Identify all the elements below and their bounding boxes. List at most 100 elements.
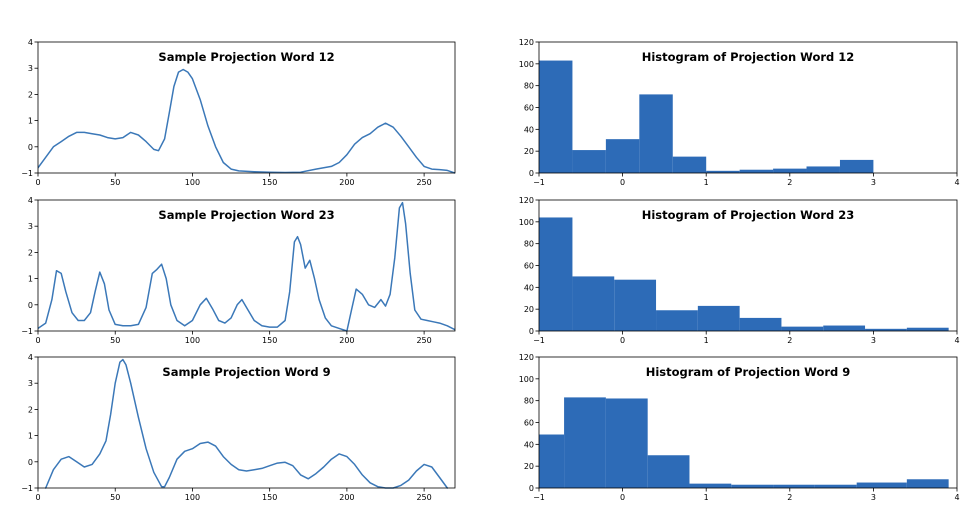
bars [539, 217, 949, 331]
y-tick-label: 40 [524, 125, 534, 134]
histogram-bar [605, 398, 648, 488]
y-tick-label: −1 [21, 484, 33, 493]
x-tick-label: 0 [620, 493, 625, 502]
y-tick-label: 1 [28, 117, 33, 126]
y-tick-label: 0 [28, 143, 33, 152]
x-tick-label: 2 [787, 178, 792, 187]
bars [539, 397, 949, 488]
y-tick-label: 60 [524, 104, 534, 113]
y-tick-label: 20 [524, 305, 534, 314]
x-tick-label: 150 [262, 336, 277, 345]
y-tick-label: 3 [28, 64, 33, 73]
histogram-bar [906, 327, 949, 331]
histogram-bar [739, 169, 774, 173]
histogram-bar [614, 279, 657, 331]
y-tick-label: 120 [519, 196, 534, 205]
y-tick-label: 80 [524, 240, 534, 249]
y-tick-label: 2 [28, 405, 33, 414]
histogram-bar [647, 455, 690, 488]
x-tick-label: 3 [871, 493, 876, 502]
histogram-bar [781, 326, 824, 331]
y-tick-label: 0 [529, 327, 534, 336]
chart-title: Histogram of Projection Word 23 [642, 208, 855, 222]
histogram-bar [839, 159, 874, 173]
y-tick-label: 100 [519, 218, 534, 227]
histogram-bar [564, 397, 606, 488]
series-line [44, 358, 449, 489]
x-tick-label: 0 [35, 178, 40, 187]
histogram-bar [731, 484, 774, 488]
x-tick-label: 200 [339, 178, 354, 187]
x-tick-label: 4 [954, 336, 959, 345]
x-tick-label: 1 [704, 336, 709, 345]
bars [539, 60, 874, 173]
x-tick-label: 200 [339, 336, 354, 345]
x-tick-label: 150 [262, 493, 277, 502]
y-tick-label: 60 [524, 419, 534, 428]
y-tick-label: 4 [28, 353, 33, 362]
chart-title: Sample Projection Word 9 [162, 365, 330, 379]
histogram-bar [823, 325, 866, 331]
histogram-bar [697, 305, 740, 331]
x-tick-label: −1 [533, 178, 545, 187]
histogram-bar [572, 276, 615, 331]
y-tick-label: 120 [519, 38, 534, 47]
histogram-bar [639, 94, 673, 173]
histogram-bar [689, 483, 732, 488]
x-tick-label: 1 [704, 493, 709, 502]
chart-title: Histogram of Projection Word 12 [642, 50, 855, 64]
x-tick-label: −1 [533, 493, 545, 502]
x-tick-label: 2 [787, 493, 792, 502]
x-tick-label: −1 [533, 336, 545, 345]
x-tick-label: 50 [110, 336, 120, 345]
x-tick-label: 200 [339, 493, 354, 502]
chart-title: Sample Projection Word 23 [158, 208, 334, 222]
histogram-bar [539, 434, 565, 488]
x-tick-label: 0 [35, 493, 40, 502]
x-tick-label: 150 [262, 178, 277, 187]
histogram-bar [806, 166, 840, 173]
x-tick-label: 4 [954, 493, 959, 502]
y-tick-label: 60 [524, 262, 534, 271]
x-tick-label: 50 [110, 493, 120, 502]
histogram-bar [739, 317, 782, 331]
y-tick-label: −1 [21, 169, 33, 178]
histogram-bar [706, 170, 740, 173]
y-tick-label: 4 [28, 38, 33, 47]
x-tick-label: 3 [871, 178, 876, 187]
histogram-bar [656, 310, 698, 331]
x-tick-label: 4 [954, 178, 959, 187]
histogram-bar [856, 482, 907, 488]
y-tick-label: 0 [28, 458, 33, 467]
x-tick-label: 0 [620, 178, 625, 187]
axes-frame [37, 199, 456, 332]
x-tick-label: 3 [871, 336, 876, 345]
histogram-bar [605, 139, 640, 173]
histogram-bar [814, 484, 857, 488]
series-line [38, 201, 455, 332]
y-tick-label: 3 [28, 222, 33, 231]
y-tick-label: 0 [529, 169, 534, 178]
y-tick-label: 3 [28, 379, 33, 388]
y-tick-label: 2 [28, 248, 33, 257]
axes-frame [37, 41, 456, 174]
y-tick-label: 2 [28, 90, 33, 99]
y-tick-label: 1 [28, 432, 33, 441]
y-tick-label: 80 [524, 397, 534, 406]
chart-title: Histogram of Projection Word 9 [646, 365, 851, 379]
y-tick-label: 1 [28, 275, 33, 284]
axes-frame [37, 356, 456, 489]
histogram-bar [572, 150, 606, 173]
y-tick-label: −1 [21, 327, 33, 336]
x-tick-label: 250 [416, 336, 431, 345]
x-tick-label: 100 [185, 178, 200, 187]
x-tick-label: 250 [416, 493, 431, 502]
series-line [38, 68, 455, 174]
y-tick-label: 40 [524, 283, 534, 292]
